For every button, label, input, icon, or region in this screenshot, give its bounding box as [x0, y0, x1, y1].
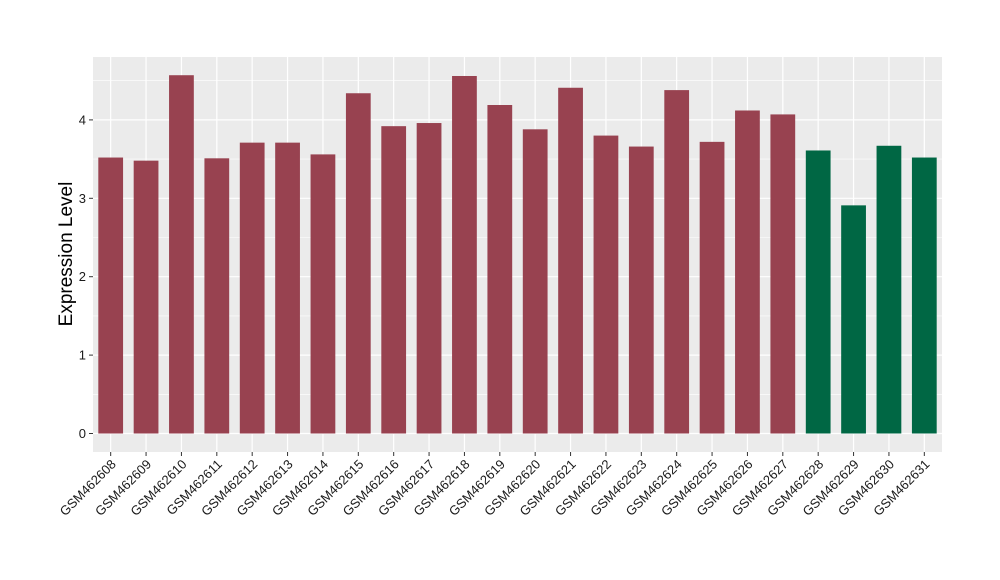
- bars: [98, 75, 937, 434]
- bar-GSM462626: [735, 110, 760, 434]
- bar-GSM462610: [169, 75, 194, 434]
- bar-GSM462618: [452, 75, 477, 434]
- y-axis-title: Expression Level: [56, 182, 77, 327]
- bar-GSM462609: [133, 160, 159, 434]
- bar-GSM462619: [487, 105, 513, 434]
- bar-GSM462611: [204, 158, 230, 434]
- bar-GSM462608: [98, 157, 124, 434]
- y-tick-label: 3: [79, 191, 86, 206]
- x-axis: GSM462608GSM462609GSM462610GSM462611GSM4…: [57, 452, 932, 519]
- bar-GSM462629: [841, 205, 866, 434]
- bar-GSM462628: [805, 150, 831, 434]
- y-tick-label: 2: [79, 269, 86, 284]
- bar-GSM462622: [593, 135, 619, 434]
- y-axis: 0 1 2 3 4: [79, 112, 93, 441]
- bar-GSM462621: [558, 87, 583, 434]
- bar-GSM462617: [416, 123, 442, 434]
- bar-GSM462612: [239, 142, 265, 434]
- bar-GSM462614: [310, 154, 336, 434]
- bar-GSM462620: [522, 129, 548, 434]
- plot-panel: [93, 57, 942, 452]
- bar-GSM462630: [876, 145, 902, 434]
- bar-GSM462616: [381, 126, 407, 434]
- bar-GSM462631: [911, 157, 937, 434]
- bar-GSM462627: [770, 114, 796, 434]
- bar-GSM462613: [275, 142, 300, 434]
- y-tick-label: 4: [79, 112, 86, 127]
- y-tick-label: 0: [79, 426, 86, 441]
- bar-GSM462624: [664, 90, 690, 434]
- bar-GSM462615: [345, 93, 371, 434]
- bar-GSM462623: [628, 146, 654, 434]
- bar-GSM462625: [699, 141, 725, 434]
- y-tick-label: 1: [79, 348, 86, 363]
